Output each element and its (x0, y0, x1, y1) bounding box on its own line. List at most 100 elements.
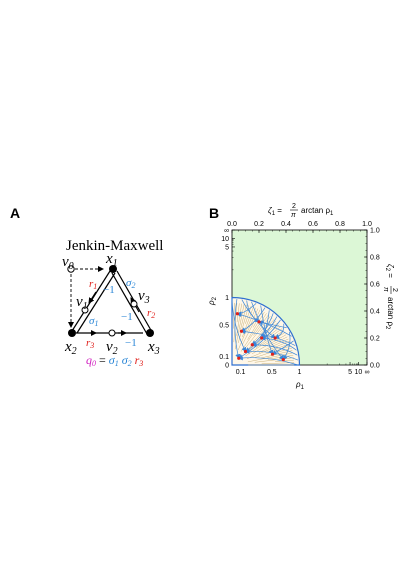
flow-line (251, 313, 274, 346)
flow-line (231, 298, 247, 353)
flow-line (240, 307, 266, 332)
left-tick-label: 1 (225, 295, 229, 302)
left-tick-label: 10 (221, 236, 229, 243)
bottom-tick-label: 1 (298, 369, 302, 376)
fixed-point (237, 356, 241, 360)
node-x1 (109, 265, 117, 273)
bottom-axis-label: ρ1 (295, 380, 305, 391)
bottom-tick-label: 0.1 (236, 369, 246, 376)
svg-text:arctan ρ2: arctan ρ2 (384, 297, 395, 330)
top-tick-label: 0.4 (281, 221, 291, 228)
fixed-point (239, 329, 244, 333)
top-axis: 0.0 0.2 0.4 0.6 0.8 1.0 (227, 221, 372, 233)
fixed-point (260, 336, 264, 340)
left-tick-label: 0 (225, 363, 229, 370)
hatch-line (237, 307, 256, 351)
label-v2: v2 (106, 339, 118, 357)
panel-a-letter: A (10, 205, 20, 221)
hatch-line (237, 305, 250, 343)
fixed-point (250, 343, 254, 347)
left-tick-label: 0.1 (219, 354, 229, 361)
hatch-line (265, 326, 281, 339)
svg-text:ζ2 =: ζ2 = (384, 264, 395, 278)
hatch-line (246, 341, 290, 360)
flow-line (241, 299, 276, 339)
hatch-line (247, 352, 293, 363)
label-v1: v1 (76, 294, 88, 312)
panel-b: B ζ1 = 2 π arctan ρ1 0.0 0.2 0.4 0.6 0.8 1.0 … (207, 203, 398, 391)
label-sigma2: σ2 (126, 277, 135, 290)
label-x2: x2 (64, 339, 77, 357)
hatch-line (240, 313, 267, 352)
top-axis-fn: arctan ρ1 (301, 206, 334, 217)
bottom-tick-label: 5 (348, 369, 352, 376)
top-tick-label: 0.6 (308, 221, 318, 228)
left-axis-label: ρ2 (207, 296, 218, 306)
panel-b-letter: B (209, 205, 219, 221)
top-tick-label: 1.0 (362, 221, 372, 228)
flow-line (261, 310, 270, 339)
fixed-point (235, 312, 239, 316)
svg-text:2: 2 (391, 288, 398, 292)
right-axis-label: ζ2 = 2 π arctan ρ2 (382, 264, 398, 330)
label-sigma1: σ1 (89, 315, 98, 328)
label-r1: r1 (89, 278, 97, 291)
hatch-line (251, 319, 275, 344)
flow-line (234, 298, 241, 360)
fixed-point (270, 352, 275, 356)
flow-line (271, 340, 294, 355)
svg-text:π: π (382, 287, 389, 292)
left-tick-label: ∞ (224, 228, 229, 235)
flow-line (258, 320, 287, 329)
label-r3: r3 (86, 337, 94, 350)
top-tick-label: 0.2 (254, 221, 264, 228)
bottom-tick-label: 10 (355, 369, 363, 376)
label-v3: v3 (138, 288, 150, 306)
node-x3 (146, 329, 154, 337)
node-v0 (67, 265, 75, 273)
top-axis-frac-num: 2 (292, 203, 296, 210)
edge-x1-x2 (71, 270, 116, 334)
hatch-line (258, 338, 289, 353)
hatch-line (275, 359, 294, 362)
hatch-line (261, 362, 295, 365)
fixed-point (273, 336, 277, 340)
node-v2 (108, 329, 116, 337)
fixed-point (281, 358, 285, 362)
label-x1: x1 (105, 251, 118, 269)
right-tick-label: 1.0 (370, 228, 380, 235)
label-minus-one-bottom: −1 (125, 337, 137, 349)
flow-line (236, 312, 292, 337)
flow-line (237, 319, 281, 359)
left-tick-label: 5 (225, 244, 229, 251)
hatch-line (245, 305, 252, 324)
hatch-line (262, 332, 286, 347)
node-v1 (81, 306, 89, 314)
bottom-tick-label: 0.5 (267, 369, 277, 376)
hatch-line (246, 316, 271, 348)
hatch-line (247, 311, 265, 340)
flow-line (260, 305, 274, 356)
hatch-line (234, 304, 245, 350)
right-tick-label: 0.4 (370, 309, 380, 316)
hatch-line (240, 304, 247, 330)
flow-line (237, 355, 299, 366)
right-tick-label: 0.8 (370, 255, 380, 262)
right-tick-label: 0.2 (370, 336, 380, 343)
flow-line (282, 331, 291, 361)
flow-line (251, 301, 284, 361)
top-axis-frac-den: π (291, 212, 296, 219)
svg-text:ρ2: ρ2 (207, 296, 218, 306)
bottom-tick-label: ∞ (365, 369, 370, 376)
label-minus-one-left: −1 (103, 284, 115, 296)
right-axis: 0.0 0.2 0.4 0.6 0.8 1.0 (364, 228, 380, 370)
flow-line (274, 323, 285, 339)
top-axis-label: ζ1 = (268, 206, 282, 217)
left-tick-label: 0.5 (219, 323, 229, 330)
formula-q0: q0 = σ1 σ2 r3 (86, 353, 143, 368)
top-tick-label: 0.8 (335, 221, 345, 228)
fixed-point (243, 349, 248, 354)
hatch-line (255, 328, 283, 348)
panel-a-title: Jenkin-Maxwell (66, 238, 163, 254)
